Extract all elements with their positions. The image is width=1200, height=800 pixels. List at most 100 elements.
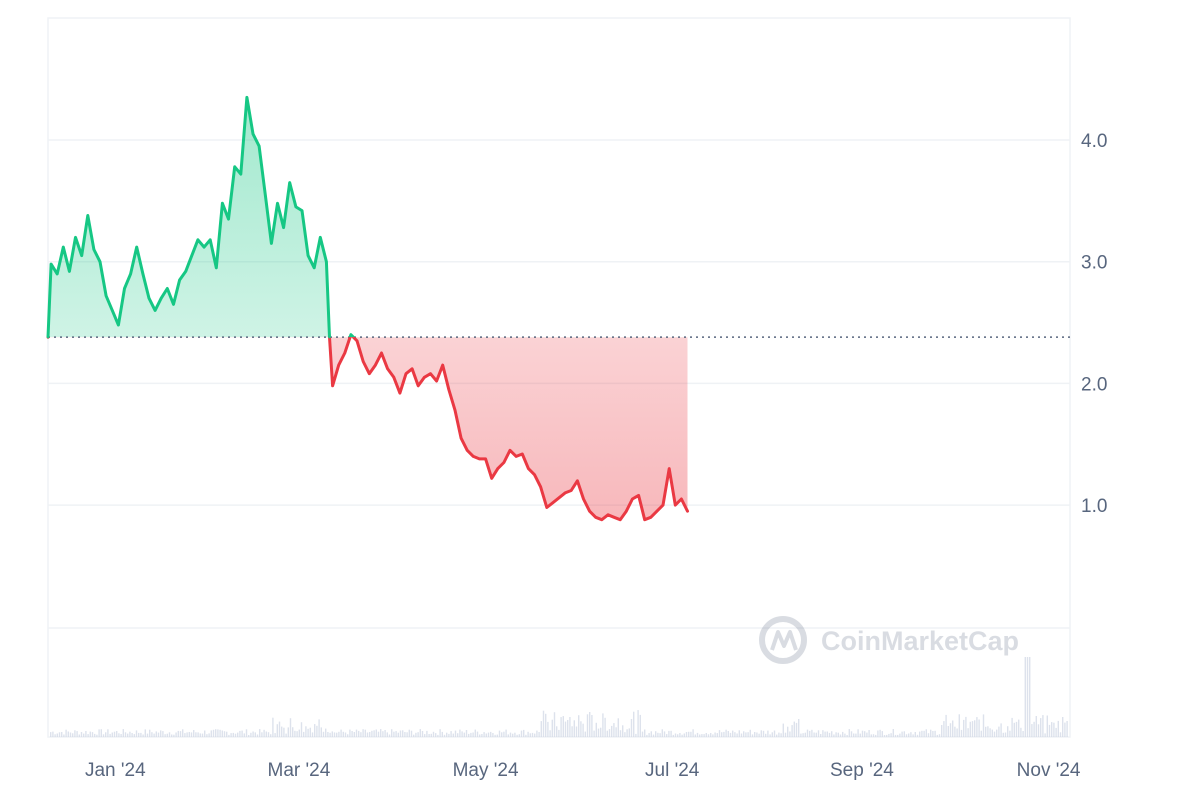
- volume-bar: [663, 731, 666, 737]
- volume-bar: [824, 731, 826, 737]
- volume-bar: [116, 731, 118, 737]
- volume-bar: [516, 734, 518, 737]
- data-point: [447, 388, 450, 391]
- volume-bar: [1009, 730, 1011, 737]
- volume-bar: [177, 730, 179, 737]
- data-point: [368, 372, 371, 375]
- volume-bar: [102, 734, 105, 737]
- volume-bar: [1046, 715, 1048, 737]
- volume-bar: [626, 729, 628, 737]
- volume-bar: [386, 732, 388, 737]
- volume-bar: [1064, 722, 1066, 737]
- volume-bar: [72, 733, 74, 737]
- volume-bar: [773, 730, 776, 737]
- data-point: [472, 455, 475, 458]
- volume-bar: [98, 729, 100, 737]
- volume-bar: [692, 729, 694, 737]
- volume-bar: [468, 733, 470, 737]
- x-tick-label: Mar '24: [268, 760, 331, 781]
- volume-bar: [1022, 731, 1024, 737]
- volume-bar: [883, 735, 886, 737]
- volume-bar: [457, 733, 459, 737]
- data-point: [178, 278, 181, 282]
- volume-bar: [600, 727, 602, 737]
- volume-bar: [683, 733, 685, 737]
- volume-bar: [144, 729, 146, 737]
- volume-bar: [980, 730, 982, 737]
- data-point: [668, 467, 671, 470]
- volume-bar: [985, 726, 987, 737]
- volume-bar: [549, 730, 551, 737]
- data-point: [172, 303, 175, 306]
- volume-bar: [982, 714, 985, 737]
- volume-bar: [699, 734, 701, 737]
- volume-bar: [520, 730, 523, 737]
- volume-bar: [886, 734, 888, 737]
- volume-bar: [652, 734, 655, 737]
- data-point: [160, 297, 163, 300]
- volume-bar: [767, 730, 769, 737]
- volume-bar: [221, 730, 223, 737]
- volume-bar: [307, 728, 309, 737]
- volume-bar: [901, 731, 903, 737]
- volume-bar: [204, 730, 206, 737]
- volume-bar: [556, 726, 558, 737]
- data-point: [533, 473, 536, 476]
- volume-bar: [912, 734, 914, 737]
- volume-bar: [333, 732, 336, 737]
- volume-bar: [336, 732, 338, 737]
- volume-bar: [976, 717, 978, 737]
- volume-bar: [551, 719, 553, 737]
- data-point: [74, 236, 77, 239]
- data-point: [619, 518, 622, 521]
- volume-bar: [408, 729, 410, 737]
- volume-bar: [877, 730, 879, 737]
- volume-bar: [659, 733, 661, 737]
- volume-bar: [914, 732, 916, 737]
- data-point: [435, 379, 438, 383]
- volume-bar: [406, 732, 408, 737]
- volume-bar: [769, 734, 771, 737]
- volume-bar: [633, 711, 635, 737]
- volume-bar: [140, 732, 142, 737]
- volume-bar: [201, 733, 204, 737]
- volume-bar: [67, 731, 69, 737]
- volume-bar: [916, 734, 919, 737]
- volume-bar: [281, 726, 283, 737]
- volume-bar: [567, 720, 569, 737]
- volume-bar: [413, 734, 415, 737]
- volume-bar: [417, 732, 419, 737]
- x-tick-label: Sep '24: [830, 760, 894, 781]
- volume-bar: [723, 731, 725, 737]
- volume-bar: [967, 728, 969, 737]
- volume-bar: [325, 728, 327, 737]
- volume-bar: [276, 724, 278, 737]
- y-axis-ticks: 1.0 2.0 3.0 4.0: [1081, 131, 1107, 517]
- data-point: [49, 262, 53, 266]
- volume-bar: [426, 730, 428, 737]
- data-point: [190, 254, 193, 257]
- volume-bar: [958, 714, 960, 737]
- volume-bar: [432, 731, 435, 737]
- volume-bar: [173, 734, 175, 737]
- volume-bar: [494, 734, 496, 737]
- data-point: [117, 323, 120, 327]
- y-tick-label: 3.0: [1081, 253, 1107, 274]
- volume-bar: [991, 729, 993, 737]
- volume-bar: [52, 731, 54, 737]
- volume-bar: [1040, 718, 1042, 737]
- volume-bar: [347, 734, 349, 737]
- volume-bar: [545, 713, 547, 737]
- volume-bar: [382, 731, 384, 737]
- volume-bar: [956, 728, 958, 737]
- volume-bar: [872, 734, 875, 737]
- volume-bar: [230, 733, 232, 737]
- volume-bar: [859, 733, 861, 737]
- volume-bar: [443, 734, 446, 737]
- volume-bar: [197, 732, 199, 737]
- data-point: [496, 467, 499, 470]
- volume-bar: [754, 732, 756, 737]
- volume-bar: [294, 730, 296, 737]
